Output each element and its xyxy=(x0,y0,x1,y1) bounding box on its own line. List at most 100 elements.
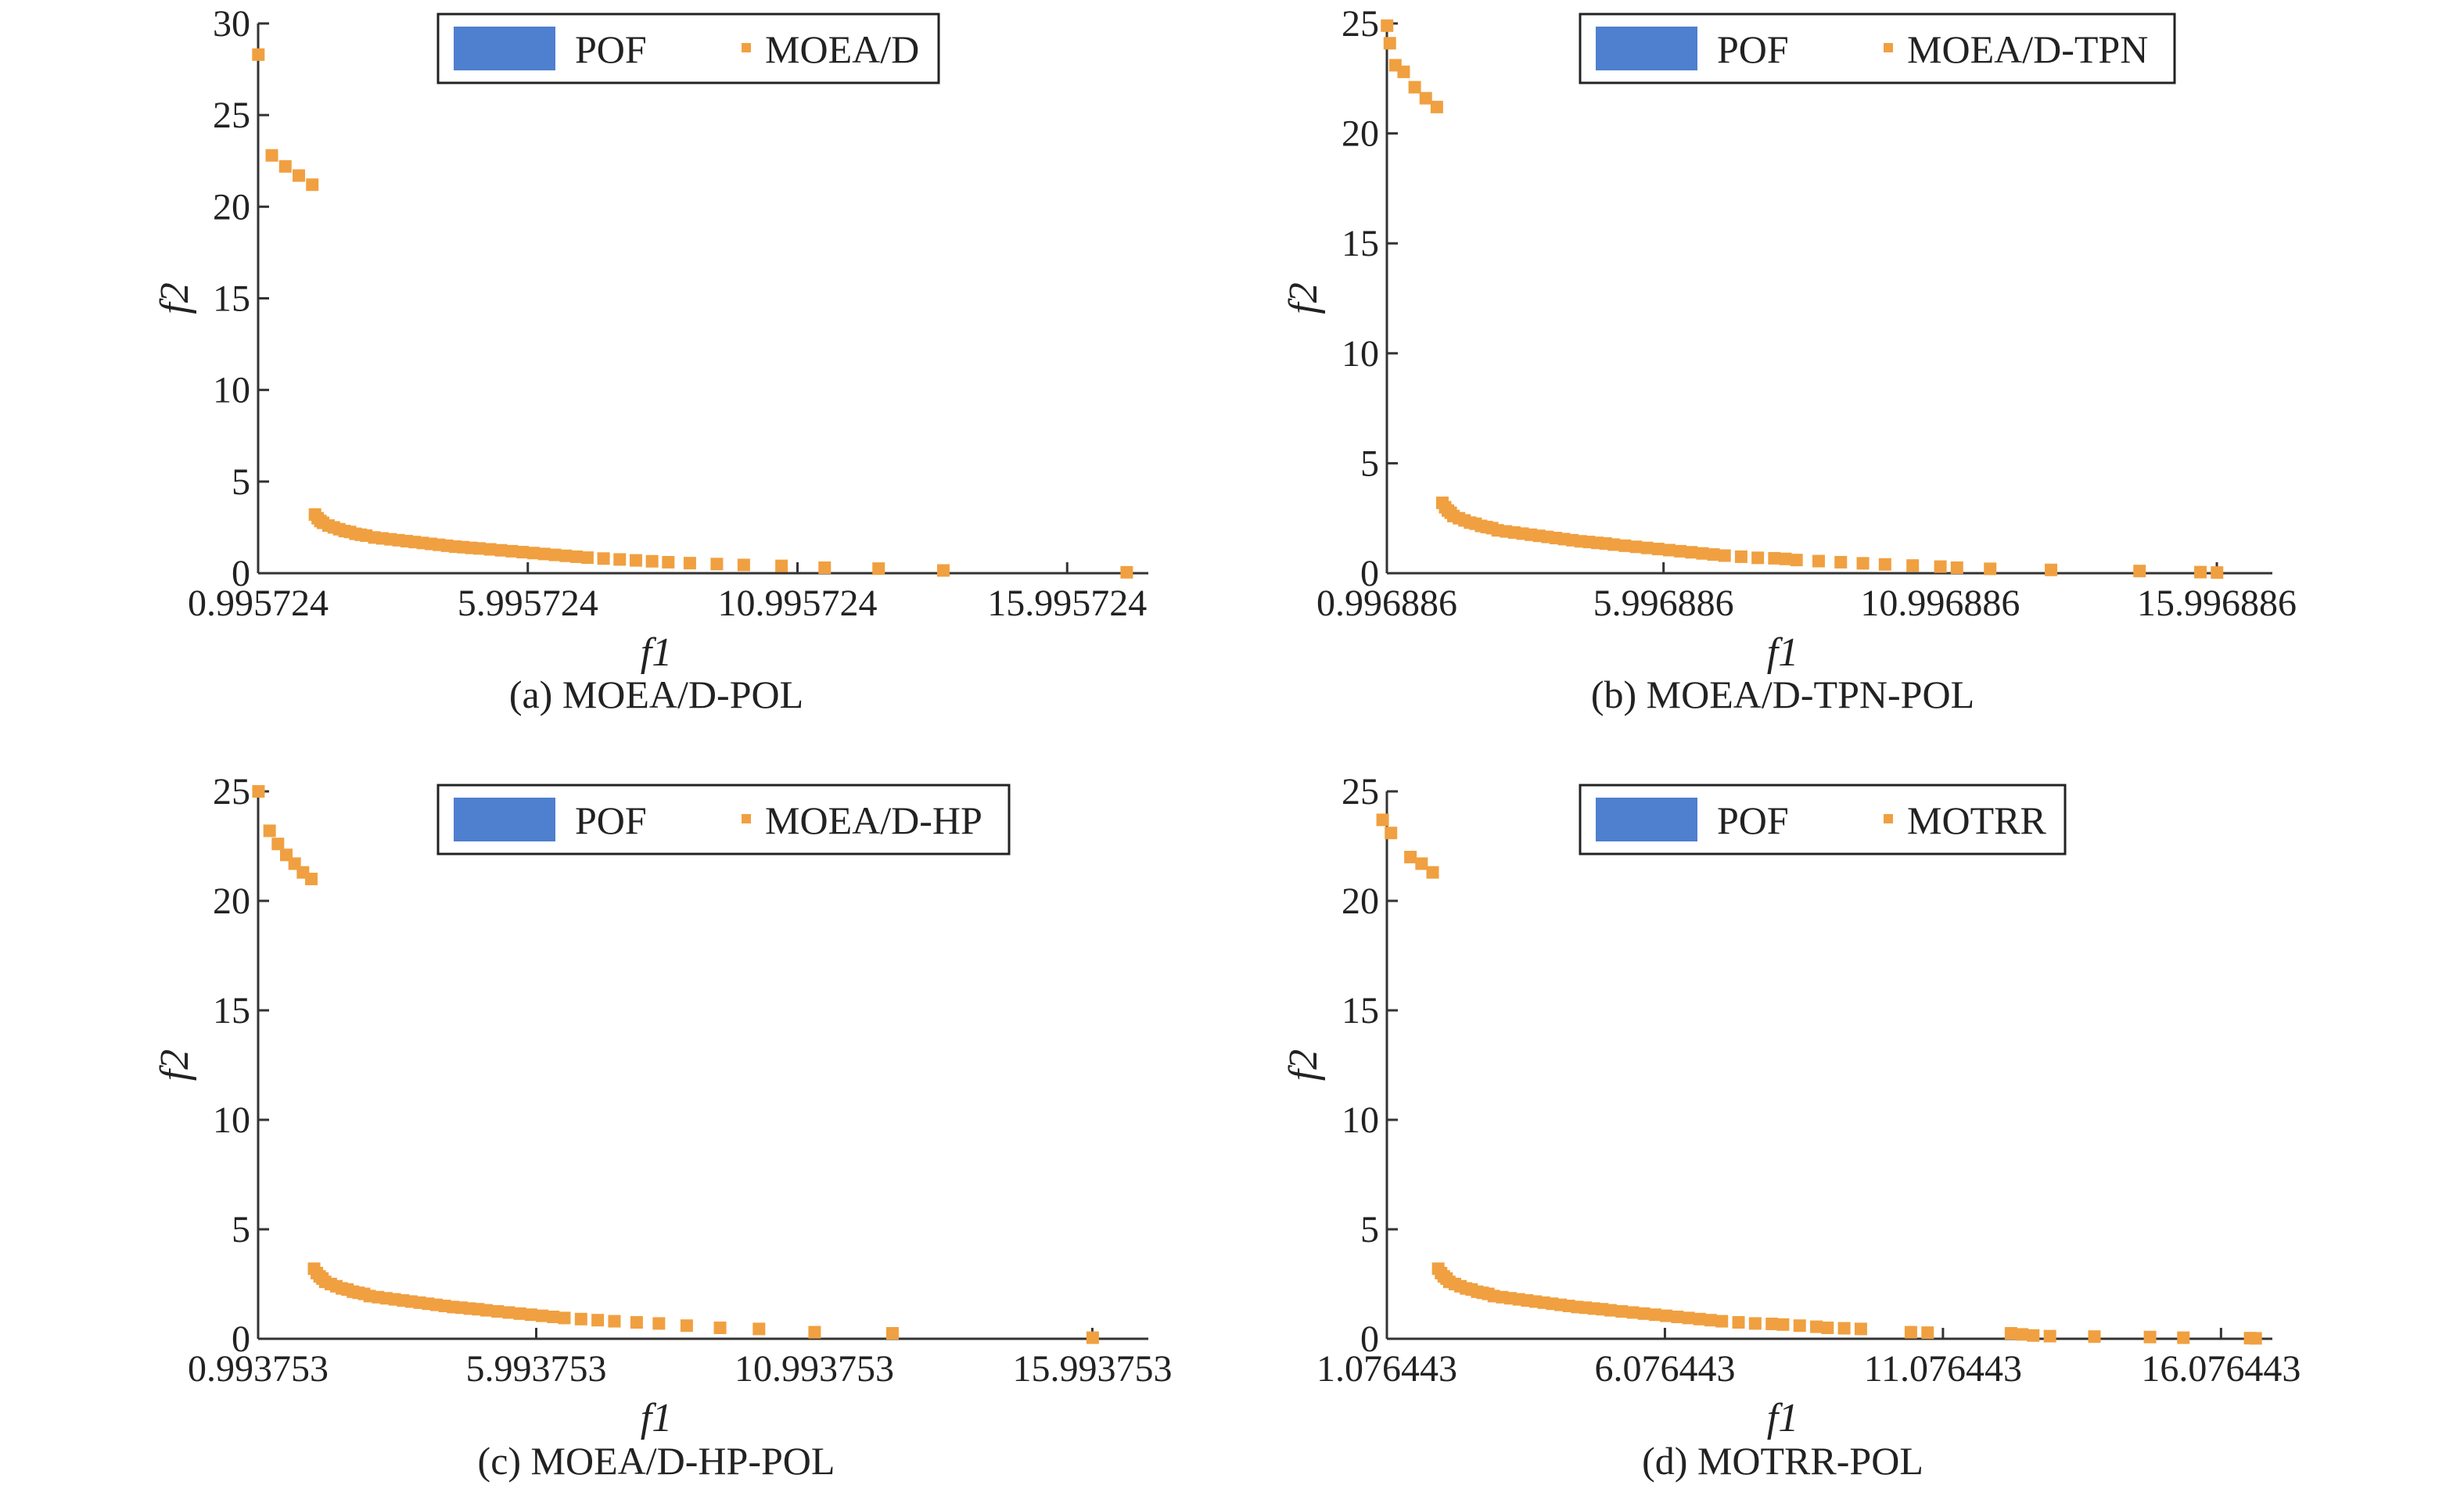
data-point xyxy=(1674,544,1687,558)
data-point xyxy=(2249,1332,2262,1345)
series-points xyxy=(1381,19,2224,579)
data-point xyxy=(885,1327,899,1340)
data-point xyxy=(1984,562,1997,576)
y-tick-label: 20 xyxy=(1342,113,1379,155)
series-points xyxy=(252,785,1099,1344)
data-point xyxy=(1776,1318,1790,1331)
data-point xyxy=(1734,550,1747,563)
data-point xyxy=(1696,547,1709,560)
legend-label-pof: POF xyxy=(1717,27,1789,71)
y-tick-label: 20 xyxy=(1342,881,1379,922)
data-point xyxy=(1660,1309,1673,1322)
x-tick-label: 0.995724 xyxy=(188,583,329,624)
data-point xyxy=(613,553,627,566)
y-tick-label: 5 xyxy=(1360,1209,1379,1250)
data-point xyxy=(652,1317,666,1330)
data-point xyxy=(1408,81,1421,94)
data-point xyxy=(1607,538,1621,551)
data-point xyxy=(1707,548,1720,561)
data-point xyxy=(1618,539,1632,552)
data-point xyxy=(536,1309,549,1322)
data-point xyxy=(480,1304,493,1317)
data-point xyxy=(630,1316,643,1329)
data-point xyxy=(680,1319,693,1333)
legend: POF MOEA/D-HP xyxy=(436,784,1011,856)
chart-panel-0: 0 5 10 15 20 25 30 0.995724 5.995724 10.995724 15.… xyxy=(153,3,1148,716)
panel-caption: (b) MOEA/D-TPN-POL xyxy=(1591,673,1974,716)
data-point xyxy=(491,1305,505,1318)
y-tick-label: 25 xyxy=(213,95,250,136)
x-tick-label: 15.993753 xyxy=(1012,1348,1172,1390)
data-point xyxy=(1950,561,1963,574)
data-point xyxy=(2016,1328,2029,1341)
data-point xyxy=(570,550,584,563)
data-point xyxy=(1381,19,1394,32)
data-point xyxy=(1404,851,1417,863)
data-point xyxy=(2211,566,2224,579)
legend-marker-series xyxy=(742,814,751,823)
data-point xyxy=(2043,1329,2056,1343)
data-point xyxy=(494,543,508,557)
data-point xyxy=(808,1325,821,1339)
x-tick-label: 0.993753 xyxy=(188,1348,329,1390)
data-point xyxy=(936,564,950,577)
data-point xyxy=(524,1308,537,1322)
y-axis-title: f2 xyxy=(153,1049,197,1081)
data-point xyxy=(505,544,519,558)
data-point xyxy=(252,785,265,798)
data-point xyxy=(1419,91,1432,105)
panel-caption: (c) MOEA/D-HP-POL xyxy=(478,1439,835,1483)
data-point xyxy=(1629,540,1643,554)
data-point xyxy=(1810,1320,1823,1333)
x-tick-label: 0.996886 xyxy=(1316,583,1457,624)
data-point xyxy=(1906,559,1920,572)
data-point xyxy=(1921,1326,1934,1340)
data-point xyxy=(1376,813,1389,827)
data-point xyxy=(483,543,497,556)
y-axis-title: f2 xyxy=(1281,282,1326,314)
data-point xyxy=(252,48,265,61)
legend-swatch-pof xyxy=(454,798,555,841)
data-point xyxy=(558,1311,571,1325)
legend-marker-series xyxy=(1884,814,1893,823)
y-tick-label: 30 xyxy=(213,3,250,45)
data-point xyxy=(263,824,276,838)
data-point xyxy=(683,557,696,570)
y-tick-label: 15 xyxy=(213,278,250,320)
data-point xyxy=(1821,1322,1834,1334)
legend-label-series: MOTRR xyxy=(1907,798,2046,842)
data-point xyxy=(1768,551,1781,565)
data-point xyxy=(1878,558,1891,571)
data-point xyxy=(1671,1311,1684,1323)
data-point xyxy=(2177,1331,2190,1344)
x-tick-label: 5.995724 xyxy=(458,583,598,624)
data-point xyxy=(1834,555,1848,569)
data-point xyxy=(1385,827,1398,840)
y-axis-title: f2 xyxy=(153,282,197,314)
data-point xyxy=(1732,1316,1745,1329)
legend-label-pof: POF xyxy=(575,27,647,71)
legend: POF MOEA/D-TPN xyxy=(1579,13,2176,84)
data-point xyxy=(559,549,573,562)
x-tick-label: 10.996886 xyxy=(1860,583,2020,624)
data-point xyxy=(1648,1308,1661,1322)
y-tick-label: 10 xyxy=(1342,1099,1379,1141)
data-point xyxy=(1430,100,1443,113)
y-tick-label: 5 xyxy=(232,461,250,503)
data-point xyxy=(574,1312,587,1325)
legend-label-pof: POF xyxy=(575,798,647,842)
data-point xyxy=(645,554,659,568)
y-tick-label: 10 xyxy=(213,370,250,411)
data-point xyxy=(271,838,285,851)
y-tick-label: 20 xyxy=(213,881,250,922)
chart-panel-3: 0 5 10 15 20 25 1.076443 6.076443 11.076443 16.07… xyxy=(1281,771,2301,1483)
legend-marker-series xyxy=(742,43,751,52)
data-point xyxy=(1856,557,1870,570)
x-tick-label: 1.076443 xyxy=(1316,1348,1457,1390)
x-tick-label: 15.996886 xyxy=(2137,583,2297,624)
data-point xyxy=(2045,563,2058,576)
y-tick-label: 25 xyxy=(1342,771,1379,812)
data-point xyxy=(526,547,540,560)
y-tick-label: 0 xyxy=(1360,1318,1379,1360)
data-point xyxy=(1615,1305,1629,1318)
